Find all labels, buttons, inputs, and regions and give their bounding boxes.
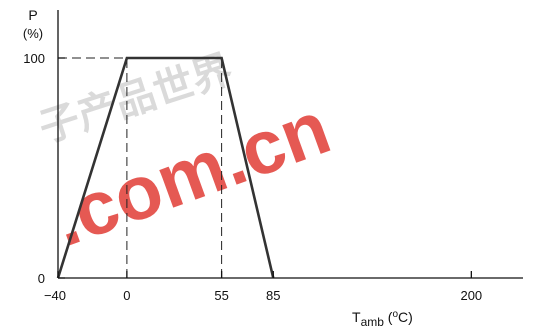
x-axis-symbol: T <box>352 309 361 325</box>
x-axis-label: Tamb (oC) <box>352 309 413 329</box>
x-tick-label: 0 <box>123 288 130 303</box>
y-tick-label: 0 <box>38 271 45 286</box>
x-ticks: −40 0 55 85 200 <box>44 271 482 303</box>
x-tick-label: 55 <box>214 288 228 303</box>
x-axis-unit-rest: C) <box>398 309 413 325</box>
watermark: 子产品世界 .com.cn <box>33 46 341 263</box>
y-ticks: 0 100 <box>23 51 65 286</box>
y-tick-label: 100 <box>23 51 45 66</box>
y-axis-label: P (%) <box>23 7 43 41</box>
series <box>56 56 275 279</box>
axes <box>57 10 523 279</box>
x-tick-label: 85 <box>266 288 280 303</box>
x-tick-label: 200 <box>460 288 482 303</box>
y-axis-symbol: P <box>28 7 37 23</box>
x-axis-unit-open: ( <box>384 309 393 325</box>
guide-lines <box>58 57 223 278</box>
x-axis-degree: o <box>392 309 398 320</box>
x-axis-subscript: amb <box>361 315 385 329</box>
series-line-0 <box>56 56 275 279</box>
y-axis-unit: (%) <box>23 26 43 41</box>
x-tick-label: −40 <box>44 288 66 303</box>
